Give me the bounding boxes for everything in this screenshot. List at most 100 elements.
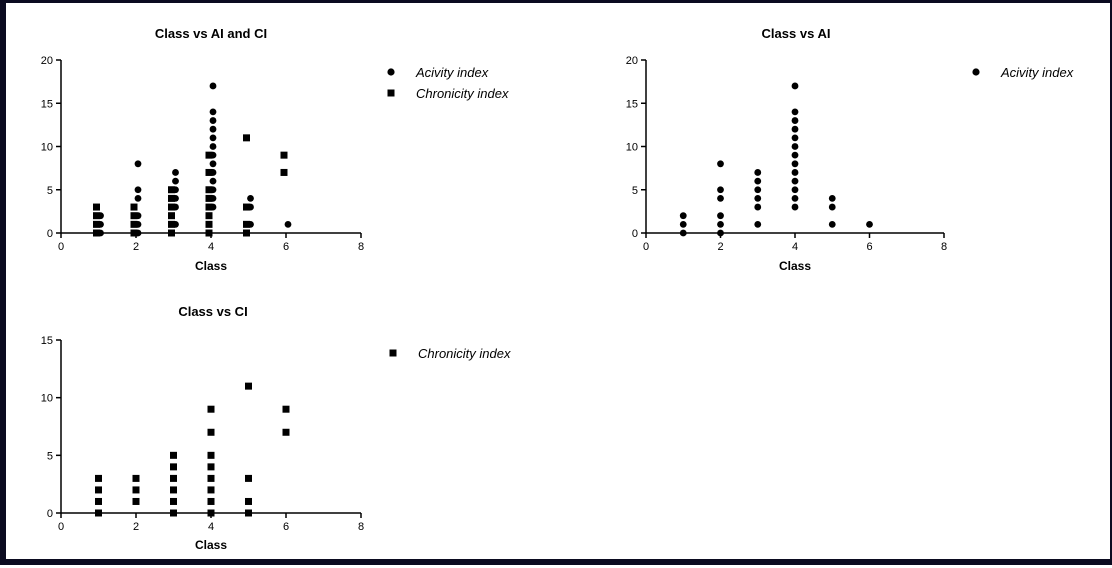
data-point-square bbox=[207, 451, 215, 459]
data-point-circle bbox=[134, 160, 142, 168]
legend-label: Acivity index bbox=[415, 65, 489, 80]
legend-label: Chronicity index bbox=[416, 86, 509, 101]
data-point-circle bbox=[791, 108, 799, 116]
data-point-circle bbox=[172, 177, 179, 185]
data-point-square bbox=[282, 405, 290, 413]
x-axis-label: Class bbox=[195, 538, 227, 552]
data-point-square bbox=[243, 134, 250, 142]
data-point-circle bbox=[791, 117, 799, 124]
data-point-circle bbox=[209, 134, 217, 142]
data-point-circle bbox=[754, 220, 762, 228]
data-point-square bbox=[168, 229, 175, 237]
x-tick-label: 8 bbox=[358, 241, 364, 253]
data-point-square bbox=[170, 463, 177, 471]
data-point-square bbox=[168, 186, 175, 194]
data-point-square bbox=[207, 428, 215, 436]
data-point-square bbox=[93, 229, 100, 237]
x-tick-label: 4 bbox=[208, 521, 214, 533]
data-point-square bbox=[205, 151, 213, 159]
data-point-square bbox=[245, 474, 252, 482]
chart-2: Class vs AI 0 5 10 15 20 0 2 4 6 8 Class Acivity ind… bbox=[626, 26, 1074, 273]
data-point-circle bbox=[754, 195, 762, 202]
data-point-circle bbox=[209, 177, 217, 185]
y-tick-label: 20 bbox=[41, 55, 53, 67]
data-point-square bbox=[205, 220, 213, 228]
y-tick-label: 0 bbox=[632, 228, 638, 240]
x-tick-label: 8 bbox=[941, 241, 947, 253]
data-point-square bbox=[168, 194, 175, 202]
chart-title: Class vs CI bbox=[178, 304, 247, 319]
data-point-square bbox=[170, 509, 177, 517]
data-point-square bbox=[205, 186, 213, 194]
data-point-square bbox=[130, 203, 138, 211]
data-point-square bbox=[205, 203, 213, 211]
data-point-square bbox=[93, 203, 100, 211]
data-point-circle bbox=[209, 125, 217, 133]
data-point-square bbox=[170, 474, 177, 482]
y-tick-label: 0 bbox=[47, 228, 53, 240]
data-point-circle bbox=[717, 220, 724, 228]
y-tick-label: 10 bbox=[41, 393, 53, 405]
y-tick-label: 0 bbox=[47, 508, 53, 520]
chart-1: Class vs AI and CI 0 5 10 15 20 0 2 4 6 8 Class Aciv… bbox=[41, 26, 509, 273]
x-axis-label: Class bbox=[195, 259, 227, 273]
data-point-square bbox=[245, 497, 252, 505]
data-point-square bbox=[207, 474, 215, 482]
data-point-circle bbox=[209, 117, 217, 124]
data-point-circle bbox=[717, 186, 724, 194]
data-point-circle bbox=[791, 151, 799, 159]
y-tick-label: 15 bbox=[41, 335, 53, 347]
x-tick-label: 6 bbox=[283, 521, 289, 533]
x-tick-label: 8 bbox=[358, 521, 364, 533]
data-point-circle bbox=[679, 220, 687, 228]
data-point-circle bbox=[828, 203, 836, 211]
data-point-circle bbox=[717, 160, 724, 168]
data-point-circle bbox=[754, 177, 762, 185]
data-point-circle bbox=[717, 212, 724, 220]
y-tick-label: 10 bbox=[626, 142, 638, 154]
x-tick-label: 2 bbox=[133, 241, 139, 253]
data-point-square bbox=[132, 474, 140, 482]
data-point-square bbox=[205, 168, 213, 176]
data-point-circle bbox=[247, 195, 254, 202]
data-point-square bbox=[170, 486, 177, 494]
data-point-circle bbox=[791, 134, 799, 142]
data-point-square bbox=[95, 497, 102, 505]
data-point-square bbox=[243, 203, 250, 211]
data-point-circle bbox=[717, 195, 724, 202]
legend-label: Acivity index bbox=[1000, 65, 1074, 80]
data-point-circle bbox=[828, 195, 836, 202]
y-tick-label: 10 bbox=[41, 142, 53, 154]
data-point-square bbox=[207, 405, 215, 413]
data-point-square bbox=[245, 509, 252, 517]
x-axis-label: Class bbox=[779, 259, 811, 273]
x-tick-label: 0 bbox=[58, 521, 64, 533]
data-point-circle bbox=[209, 108, 217, 116]
x-tick-label: 0 bbox=[58, 241, 64, 253]
data-point-circle bbox=[717, 229, 724, 237]
legend-marker-square bbox=[389, 349, 397, 357]
data-point-circle bbox=[791, 82, 799, 90]
x-tick-label: 6 bbox=[283, 241, 289, 253]
data-point-square bbox=[168, 220, 175, 228]
data-point-square bbox=[130, 220, 138, 228]
data-point-square bbox=[168, 203, 175, 211]
data-point-circle bbox=[791, 195, 799, 202]
chart-3: Class vs CI 0 5 10 15 0 2 4 6 8 Class Chronicity in… bbox=[41, 304, 511, 552]
data-point-circle bbox=[791, 125, 799, 133]
data-point-circle bbox=[679, 229, 687, 237]
data-point-square bbox=[205, 194, 213, 202]
data-point-circle bbox=[791, 177, 799, 185]
data-point-square bbox=[205, 229, 213, 237]
data-point-square bbox=[168, 212, 175, 220]
data-point-square bbox=[207, 463, 215, 471]
data-point-circle bbox=[172, 169, 179, 176]
legend-marker-square bbox=[387, 89, 395, 97]
data-point-square bbox=[280, 151, 288, 159]
data-point-circle bbox=[791, 169, 799, 176]
data-point-circle bbox=[679, 212, 687, 220]
x-tick-label: 6 bbox=[866, 241, 872, 253]
data-point-circle bbox=[284, 220, 292, 228]
y-tick-label: 15 bbox=[626, 98, 638, 110]
